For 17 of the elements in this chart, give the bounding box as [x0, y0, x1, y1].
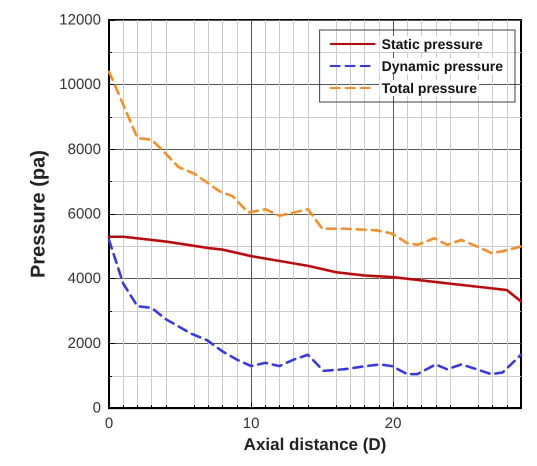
- legend-label: Dynamic pressure: [382, 58, 504, 74]
- x-tick-label: 10: [242, 415, 260, 432]
- y-tick-label: 8000: [68, 140, 101, 158]
- x-axis-title: Axial distance (D): [244, 435, 386, 454]
- y-tick-label: 12000: [59, 12, 101, 28]
- y-tick-label: 4000: [68, 270, 101, 288]
- y-tick-label: 2000: [68, 334, 101, 352]
- y-tick-label: 10000: [59, 76, 101, 94]
- legend-label: Static pressure: [382, 36, 483, 52]
- line-series: [108, 235, 522, 303]
- y-tick-label: 6000: [68, 206, 101, 223]
- legend-label: Total pressure: [382, 80, 478, 96]
- x-tick-label: 0: [104, 415, 114, 432]
- x-tick-label: 20: [384, 415, 402, 432]
- y-axis-title: Pressure (pa): [27, 150, 50, 278]
- y-tick-label: 0: [92, 400, 101, 417]
- line-series: [108, 238, 522, 376]
